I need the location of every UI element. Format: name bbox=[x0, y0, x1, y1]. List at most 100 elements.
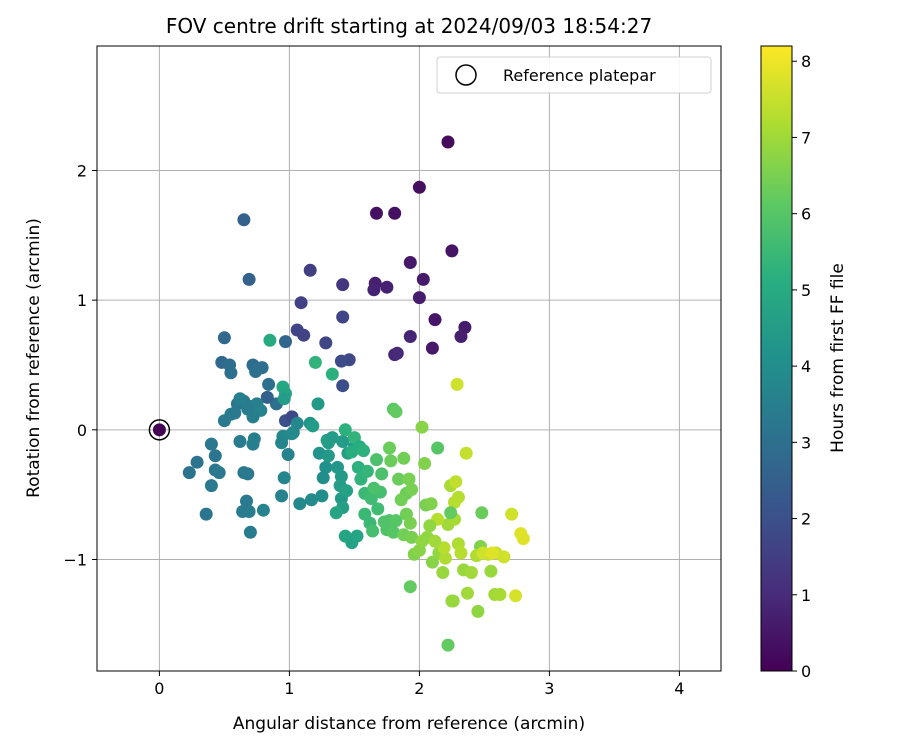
data-point bbox=[384, 454, 398, 468]
data-point bbox=[403, 256, 417, 269]
data-point bbox=[505, 507, 519, 521]
data-point bbox=[319, 336, 333, 350]
chart-title: FOV centre drift starting at 2024/09/03 … bbox=[166, 14, 652, 38]
data-point bbox=[275, 489, 289, 503]
reference-ring bbox=[148, 419, 171, 441]
data-point bbox=[423, 519, 437, 533]
reference-marker bbox=[148, 419, 171, 441]
data-point bbox=[306, 419, 320, 433]
data-point bbox=[367, 481, 381, 495]
data-point bbox=[305, 493, 318, 507]
data-point bbox=[240, 494, 253, 508]
data-point bbox=[464, 566, 478, 579]
data-point bbox=[454, 546, 468, 560]
x-tick: 1 bbox=[284, 671, 294, 698]
data-point bbox=[431, 441, 445, 455]
data-point bbox=[371, 502, 385, 516]
data-point bbox=[386, 525, 400, 539]
data-point bbox=[516, 532, 530, 546]
x-tick-label: 4 bbox=[674, 679, 684, 698]
data-point bbox=[316, 471, 330, 485]
x-tick: 0 bbox=[154, 671, 164, 698]
data-point bbox=[321, 449, 335, 463]
data-point bbox=[182, 466, 196, 480]
data-point bbox=[394, 493, 408, 507]
data-point bbox=[237, 213, 251, 227]
data-point bbox=[475, 506, 489, 520]
data-point bbox=[199, 507, 213, 521]
colorbar-tick-label: 3 bbox=[801, 433, 811, 452]
data-point bbox=[311, 397, 325, 411]
data-point bbox=[336, 278, 350, 292]
data-point bbox=[340, 484, 354, 498]
x-tick-label: 2 bbox=[414, 679, 424, 698]
y-axis-ticks: −1 0 1 2 bbox=[63, 161, 97, 569]
y-tick: 0 bbox=[77, 421, 97, 440]
y-tick: 2 bbox=[77, 161, 97, 180]
data-point bbox=[212, 466, 226, 480]
legend-marker-reference bbox=[455, 64, 477, 86]
colorbar-tick: 2 bbox=[792, 510, 811, 529]
colorbar-tick-label: 5 bbox=[801, 281, 811, 300]
data-point bbox=[260, 390, 274, 404]
data-point bbox=[459, 446, 473, 460]
colorbar-tick-label: 4 bbox=[801, 357, 811, 376]
colorbar-tick-label: 0 bbox=[801, 662, 811, 681]
legend: Reference platepar bbox=[436, 56, 712, 94]
data-point bbox=[418, 457, 432, 470]
data-point bbox=[336, 435, 350, 448]
colorbar-label: Hours from first FF file bbox=[828, 263, 848, 453]
data-point bbox=[441, 638, 455, 652]
data-point bbox=[405, 530, 419, 544]
colorbar-tick-label: 2 bbox=[801, 510, 811, 529]
data-point bbox=[256, 503, 270, 517]
data-point bbox=[370, 206, 383, 220]
data-point bbox=[315, 489, 329, 503]
data-point bbox=[263, 333, 277, 347]
data-point bbox=[471, 604, 485, 618]
colorbar-tick: 8 bbox=[792, 52, 811, 71]
data-point bbox=[275, 436, 289, 450]
data-point bbox=[403, 330, 417, 343]
data-point bbox=[242, 505, 256, 518]
data-point bbox=[449, 475, 463, 489]
data-point bbox=[224, 366, 238, 380]
data-point bbox=[329, 506, 343, 520]
x-axis-label: Angular distance from reference (arcmin) bbox=[233, 714, 585, 734]
data-point bbox=[350, 529, 364, 543]
data-point bbox=[308, 355, 322, 369]
colorbar-tick: 6 bbox=[792, 205, 811, 224]
data-point bbox=[233, 392, 247, 406]
colorbar-tick: 7 bbox=[792, 128, 811, 147]
data-point bbox=[451, 490, 465, 504]
data-point bbox=[441, 135, 455, 149]
data-point bbox=[388, 206, 402, 220]
colorbar: 0 1 2 3 4 5 6 7 8 Hours from first FF file bbox=[760, 45, 848, 681]
data-point bbox=[424, 497, 438, 511]
x-axis-ticks: 0 1 2 3 4 bbox=[154, 671, 684, 698]
x-tick-label: 3 bbox=[544, 679, 554, 698]
data-point bbox=[279, 335, 292, 349]
data-point bbox=[228, 406, 242, 420]
data-point bbox=[484, 564, 498, 578]
data-point bbox=[325, 431, 339, 445]
y-tick-label: 2 bbox=[77, 161, 87, 180]
y-tick-label: 0 bbox=[77, 421, 87, 440]
x-tick: 4 bbox=[674, 671, 684, 698]
data-point bbox=[249, 365, 263, 378]
data-point bbox=[297, 328, 311, 342]
data-point bbox=[241, 402, 255, 416]
data-point bbox=[357, 444, 370, 458]
data-point bbox=[233, 435, 247, 448]
colorbar-tick-label: 1 bbox=[801, 586, 811, 605]
colorbar-gradient bbox=[760, 45, 793, 672]
data-point bbox=[485, 546, 499, 560]
data-point bbox=[277, 392, 291, 406]
data-point bbox=[445, 244, 459, 258]
data-point bbox=[360, 464, 374, 478]
data-point bbox=[444, 506, 458, 520]
data-point bbox=[405, 483, 419, 496]
data-point bbox=[438, 551, 452, 565]
colorbar-tick-label: 8 bbox=[801, 52, 811, 71]
